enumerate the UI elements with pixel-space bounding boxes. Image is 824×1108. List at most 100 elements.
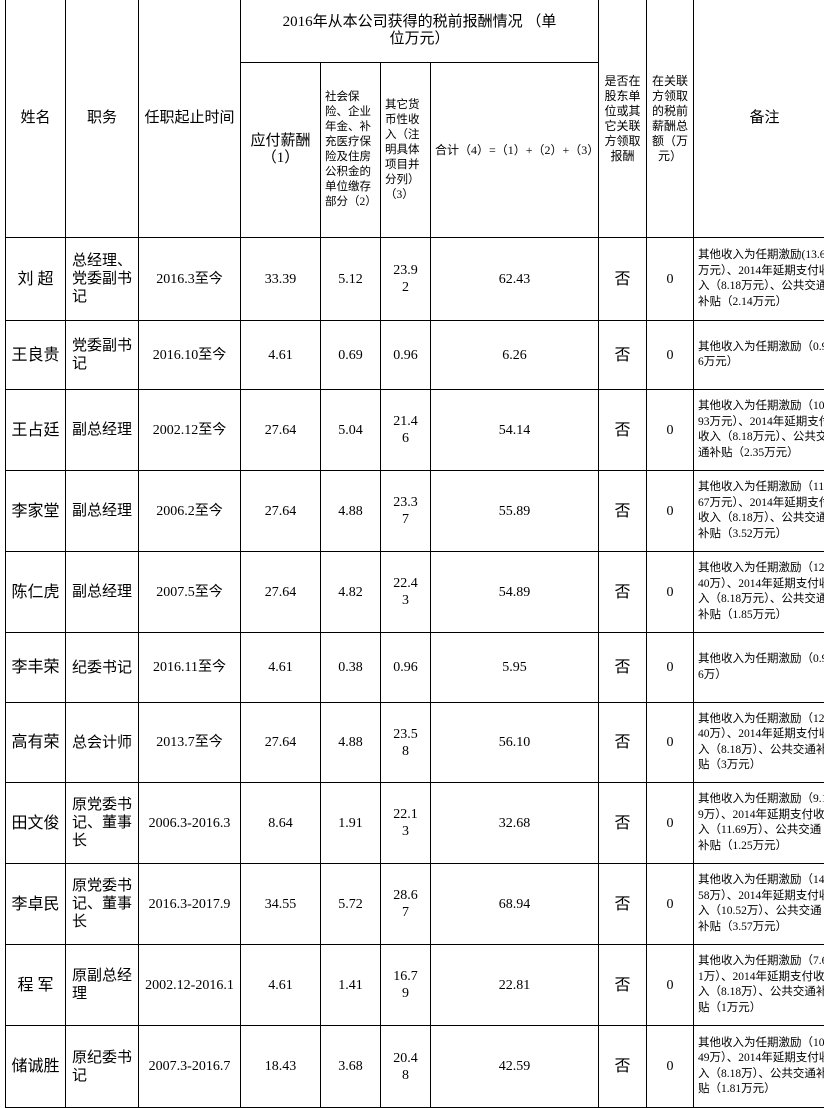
- cell-total: 32.68: [431, 783, 599, 864]
- cell-name: 李家堂: [6, 471, 66, 552]
- cell-shareholder: 否: [599, 238, 647, 321]
- cell-payable: 8.64: [241, 783, 321, 864]
- cell-remarks: 其他收入为任期激励（12.40万）、2014年延期支付收入（8.18万元）、公共…: [694, 552, 824, 633]
- cell-other: 20.48: [381, 1026, 431, 1108]
- cell-related: 0: [647, 471, 694, 552]
- cell-related: 0: [647, 633, 694, 703]
- cell-remarks: 其他收入为任期激励（12.40万）、2014年延期支付收入（8.18万）、公共交…: [694, 703, 824, 783]
- cell-related: 0: [647, 321, 694, 390]
- cell-social: 0.38: [321, 633, 381, 703]
- cell-shareholder: 否: [599, 864, 647, 945]
- cell-name: 田文俊: [6, 783, 66, 864]
- header-remarks: 备注: [694, 0, 824, 238]
- cell-total: 5.95: [431, 633, 599, 703]
- cell-other: 22.43: [381, 552, 431, 633]
- cell-name: 李卓民: [6, 864, 66, 945]
- cell-name: 储诚胜: [6, 1026, 66, 1108]
- header-social: 社会保险、企业年金、补充医疗保险及住房公积金的单位缴存部分（2）: [321, 63, 381, 238]
- cell-term: 2013.7至今: [139, 703, 241, 783]
- compensation-table: 姓名 职务 任职起止时间 2016年从本公司获得的税前报酬情况 （单位万元） 是…: [5, 0, 824, 1108]
- cell-shareholder: 否: [599, 552, 647, 633]
- cell-payable: 4.61: [241, 945, 321, 1026]
- cell-remarks: 其他收入为任期激励（9.19万）、2014年延期支付收入（11.69万）、公共交…: [694, 783, 824, 864]
- cell-social: 5.04: [321, 390, 381, 471]
- cell-remarks: 其他收入为任期激励（10.93万元）、2014年延期支付收入（8.18万元）、公…: [694, 390, 824, 471]
- cell-social: 1.41: [321, 945, 381, 1026]
- cell-other: 0.96: [381, 633, 431, 703]
- cell-related: 0: [647, 552, 694, 633]
- cell-payable: 4.61: [241, 321, 321, 390]
- cell-position: 副总经理: [66, 390, 139, 471]
- header-other: 其它货币性收入（注明具体项目并分列）（3）: [381, 63, 431, 238]
- cell-total: 54.14: [431, 390, 599, 471]
- cell-payable: 33.39: [241, 238, 321, 321]
- cell-position: 原纪委书记: [66, 1026, 139, 1108]
- cell-payable: 27.64: [241, 552, 321, 633]
- header-related: 在关联方领取的税前薪酬总额（万元）: [647, 0, 694, 238]
- cell-total: 42.59: [431, 1026, 599, 1108]
- cell-total: 56.10: [431, 703, 599, 783]
- cell-term: 2007.3-2016.7: [139, 1026, 241, 1108]
- cell-term: 2006.2至今: [139, 471, 241, 552]
- cell-remarks: 其他收入为任期激励（0.96万元）: [694, 321, 824, 390]
- cell-social: 5.72: [321, 864, 381, 945]
- cell-term: 2002.12至今: [139, 390, 241, 471]
- cell-remarks: 其他收入为任期激励（0.96万）: [694, 633, 824, 703]
- header-payable: 应付薪酬（1）: [241, 63, 321, 238]
- cell-total: 68.94: [431, 864, 599, 945]
- cell-social: 0.69: [321, 321, 381, 390]
- cell-remarks: 其他收入为任期激励（10.49万）、2014年延期支付收入（8.18万）、公共交…: [694, 1026, 824, 1108]
- cell-name: 高有荣: [6, 703, 66, 783]
- cell-other: 23.92: [381, 238, 431, 321]
- cell-remarks: 其他收入为任期激励（7.61万）、2014年延期支付收入（8.18万）、公共交通…: [694, 945, 824, 1026]
- cell-shareholder: 否: [599, 471, 647, 552]
- cell-social: 4.82: [321, 552, 381, 633]
- cell-payable: 27.64: [241, 703, 321, 783]
- cell-related: 0: [647, 703, 694, 783]
- cell-position: 总经理、党委副书记: [66, 238, 139, 321]
- cell-term: 2016.3-2017.9: [139, 864, 241, 945]
- cell-name: 陈仁虎: [6, 552, 66, 633]
- cell-total: 55.89: [431, 471, 599, 552]
- cell-related: 0: [647, 1026, 694, 1108]
- cell-term: 2007.5至今: [139, 552, 241, 633]
- cell-related: 0: [647, 390, 694, 471]
- cell-shareholder: 否: [599, 633, 647, 703]
- cell-other: 21.46: [381, 390, 431, 471]
- cell-other: 0.96: [381, 321, 431, 390]
- cell-name: 王良贵: [6, 321, 66, 390]
- cell-term: 2006.3-2016.3: [139, 783, 241, 864]
- header-term: 任职起止时间: [139, 0, 241, 238]
- cell-position: 副总经理: [66, 552, 139, 633]
- cell-social: 4.88: [321, 471, 381, 552]
- cell-social: 1.91: [321, 783, 381, 864]
- cell-name: 李丰荣: [6, 633, 66, 703]
- cell-payable: 18.43: [241, 1026, 321, 1108]
- cell-related: 0: [647, 864, 694, 945]
- cell-term: 2016.11至今: [139, 633, 241, 703]
- cell-other: 23.37: [381, 471, 431, 552]
- cell-shareholder: 否: [599, 390, 647, 471]
- cell-social: 4.88: [321, 703, 381, 783]
- cell-related: 0: [647, 238, 694, 321]
- cell-related: 0: [647, 945, 694, 1026]
- cell-shareholder: 否: [599, 945, 647, 1026]
- header-group-title: 2016年从本公司获得的税前报酬情况 （单位万元）: [241, 0, 599, 63]
- cell-shareholder: 否: [599, 1026, 647, 1108]
- cell-total: 54.89: [431, 552, 599, 633]
- cell-term: 2016.10至今: [139, 321, 241, 390]
- cell-position: 原党委书记、董事长: [66, 783, 139, 864]
- cell-total: 22.81: [431, 945, 599, 1026]
- cell-shareholder: 否: [599, 703, 647, 783]
- cell-remarks: 其他收入为任期激励（11.67万元）、2014年延期支付收入（8.18万）、公共…: [694, 471, 824, 552]
- header-total: 合计（4）=（1）+（2）+（3）: [431, 63, 599, 238]
- cell-name: 程 军: [6, 945, 66, 1026]
